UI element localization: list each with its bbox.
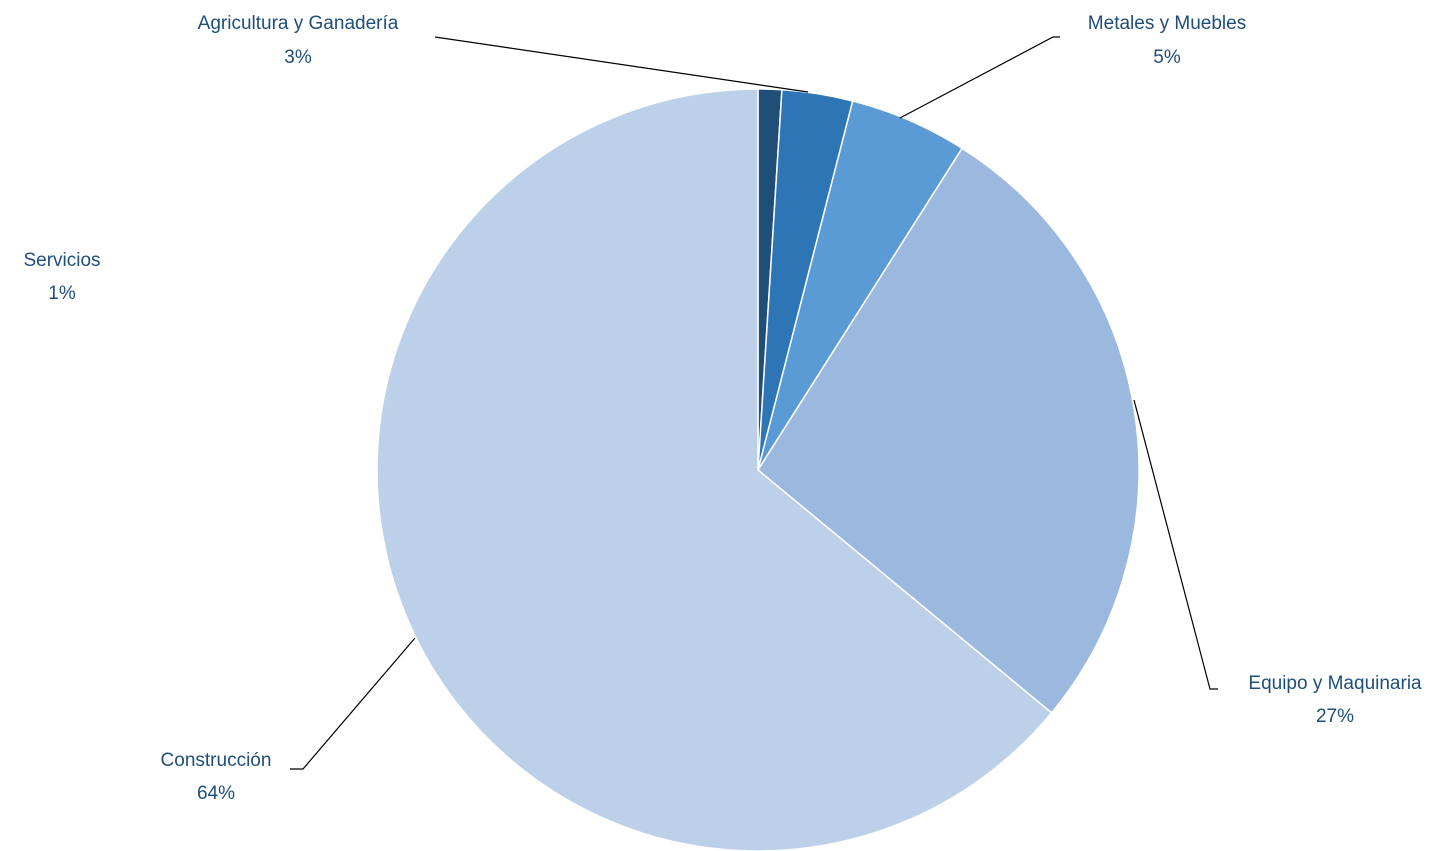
label-equipo-pct: 27%	[1316, 706, 1354, 727]
label-equipo-name: Equipo y Maquinaria	[1248, 673, 1422, 694]
label-construccion-pct: 64%	[197, 783, 235, 804]
pie-slice-construccion	[376, 88, 1053, 851]
slice-labels: Servicios 1% Agricultura y Ganadería 3% …	[23, 13, 1422, 804]
label-servicios-pct: 1%	[48, 283, 76, 304]
leader-line-metales	[899, 36, 1060, 119]
label-agricultura-name: Agricultura y Ganadería	[198, 13, 399, 34]
leader-line-agricultura	[434, 36, 809, 93]
pie-slice-equipo-y-maquinaria	[757, 147, 1140, 714]
label-agricultura-pct: 3%	[284, 47, 312, 68]
label-metales-name: Metales y Muebles	[1088, 13, 1246, 34]
label-metales-pct: 5%	[1153, 47, 1181, 68]
label-construccion-name: Construcción	[161, 750, 272, 771]
leader-line-equipo	[1133, 399, 1218, 690]
pie-slices	[376, 88, 1140, 851]
leader-lines	[290, 36, 1218, 770]
leader-line-construccion	[290, 637, 416, 770]
label-servicios-name: Servicios	[23, 250, 100, 271]
